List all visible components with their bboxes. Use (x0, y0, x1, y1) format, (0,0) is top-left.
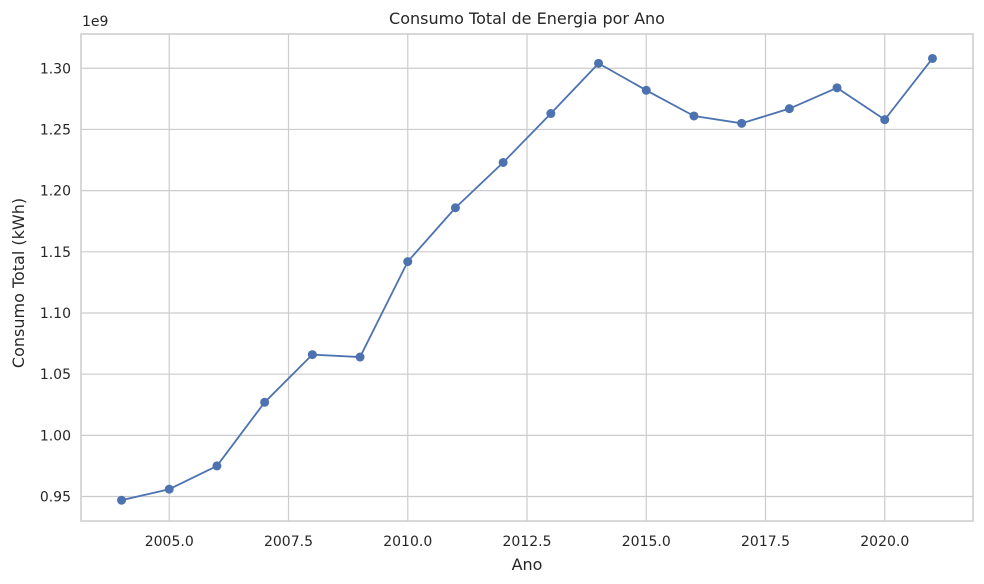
data-point (641, 85, 651, 95)
y-tick-label: 1.25 (40, 122, 71, 138)
y-tick-label: 1.00 (40, 428, 71, 444)
data-point (498, 157, 508, 167)
y-axis-title: Consumo Total (kWh) (9, 198, 28, 368)
x-tick-label: 2015.0 (622, 534, 671, 550)
series-group (117, 53, 937, 505)
x-tick-label: 2010.0 (383, 534, 432, 550)
y-tick-label: 1.30 (40, 61, 71, 77)
plot-area-border (80, 33, 974, 522)
x-axis-ticks: 2005.0 2007.5 2010.0 2012.5 2015.0 2017.5 2020… (145, 534, 910, 550)
data-point (546, 109, 556, 119)
grid-lines (81, 34, 973, 521)
data-point (307, 350, 317, 360)
y-tick-label: 1.15 (40, 245, 71, 261)
data-point (737, 118, 747, 128)
data-point (832, 83, 842, 93)
x-tick-label: 2017.5 (741, 534, 790, 550)
data-point (212, 461, 222, 471)
data-point (117, 495, 127, 505)
x-tick-label: 2007.5 (264, 534, 313, 550)
data-point (927, 53, 937, 63)
data-point (403, 257, 413, 267)
data-point (880, 115, 890, 125)
x-axis-title: Ano (512, 555, 543, 574)
y-tick-label: 1.10 (40, 306, 71, 322)
chart-title: Consumo Total de Energia por Ano (389, 9, 665, 28)
x-tick-label: 2005.0 (145, 534, 194, 550)
data-point (355, 352, 365, 362)
x-tick-label: 2012.5 (503, 534, 552, 550)
series-line (121, 57, 934, 502)
data-point (164, 484, 174, 494)
y-tick-label: 1.05 (40, 367, 71, 383)
y-tick-label: 1.20 (40, 184, 71, 200)
data-point (450, 203, 460, 213)
plot-frame (80, 33, 974, 522)
data-point (260, 397, 270, 407)
data-point (689, 111, 699, 121)
y-axis-offset-label: 1e9 (82, 14, 108, 30)
x-tick-label: 2020.0 (860, 534, 909, 550)
data-point (784, 104, 794, 114)
y-axis-ticks: 0.95 1.00 1.05 1.10 1.15 1.20 1.25 1.30 (40, 61, 71, 505)
data-point (594, 58, 604, 68)
y-tick-label: 0.95 (40, 490, 71, 506)
